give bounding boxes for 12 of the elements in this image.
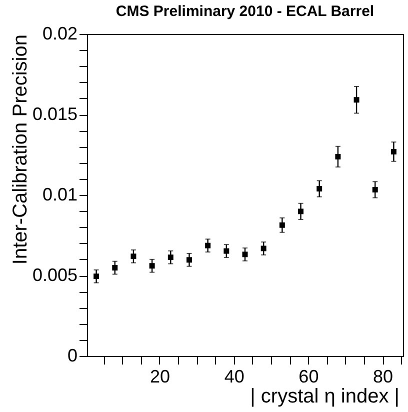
y-axis-title: Inter-Calibration Precision <box>9 34 32 265</box>
x-tick-label: 80 <box>373 366 394 386</box>
x-tick-label: 40 <box>224 366 244 386</box>
x-tick-label: 60 <box>298 366 319 386</box>
y-tick-label: 0.015 <box>32 104 78 124</box>
x-axis-title: | crystal η index | <box>250 386 400 408</box>
y-tick-label: 0.01 <box>42 184 78 204</box>
y-tick-label: 0.02 <box>42 24 78 44</box>
y-tick-label: 0.005 <box>32 265 78 285</box>
chart-title: CMS Preliminary 2010 - ECAL Barrel <box>116 3 374 20</box>
x-tick-label: 20 <box>150 366 170 386</box>
y-tick-label: 0 <box>67 346 78 366</box>
